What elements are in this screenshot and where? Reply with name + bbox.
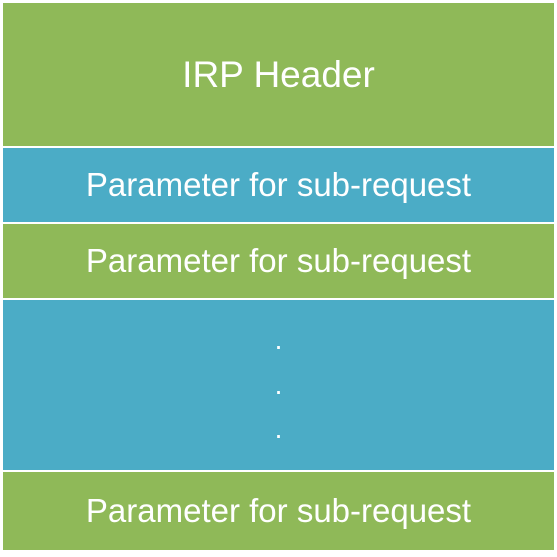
sub-request-param-block-1: Parameter for sub-request — [2, 147, 555, 223]
irp-header-label: IRP Header — [182, 54, 375, 96]
ellipsis-block: . . . — [2, 299, 555, 471]
sub-request-param-block-2: Parameter for sub-request — [2, 223, 555, 299]
ellipsis-dot-1: . — [275, 318, 283, 363]
sub-request-param-block-last: Parameter for sub-request — [2, 471, 555, 551]
sub-request-param-label-1: Parameter for sub-request — [86, 166, 471, 204]
irp-stack-diagram: IRP Header Parameter for sub-request Par… — [0, 0, 557, 557]
irp-header-block: IRP Header — [2, 2, 555, 147]
sub-request-param-label-last: Parameter for sub-request — [86, 492, 471, 530]
ellipsis-dot-2: . — [275, 363, 283, 408]
sub-request-param-label-2: Parameter for sub-request — [86, 242, 471, 280]
ellipsis-dot-3: . — [275, 407, 283, 452]
